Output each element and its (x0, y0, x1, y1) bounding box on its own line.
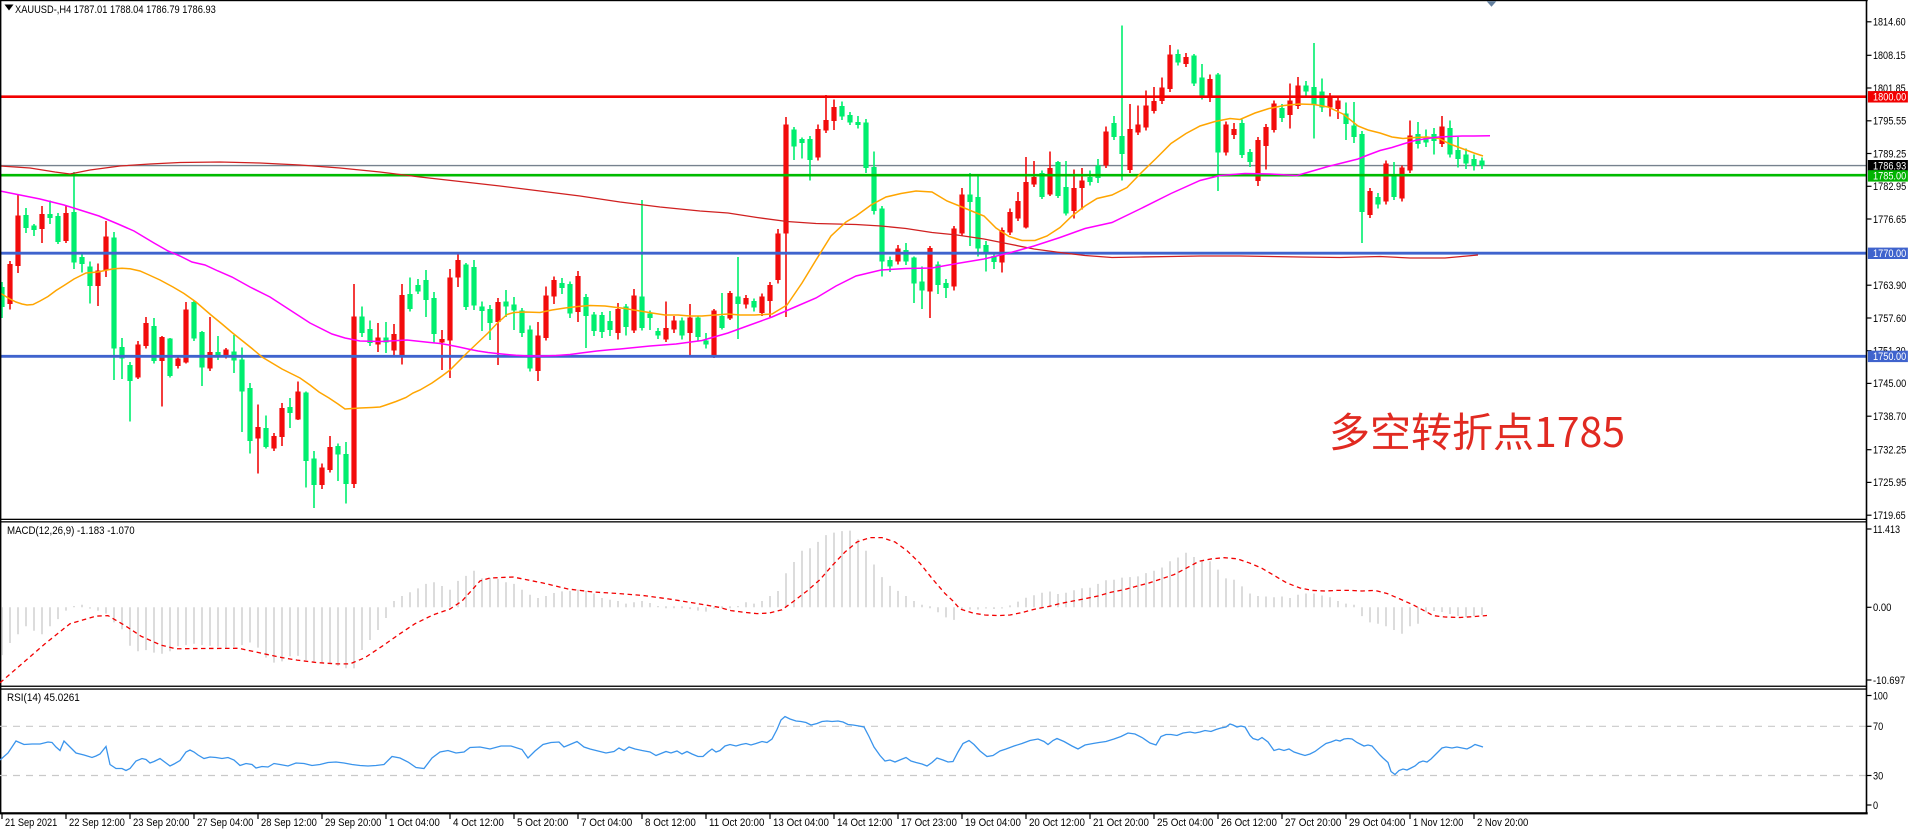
svg-text:1786.93: 1786.93 (1873, 161, 1906, 173)
svg-text:4 Oct 12:00: 4 Oct 12:00 (453, 817, 504, 829)
svg-text:XAUUSD-,H4 1787.01 1788.04 17: XAUUSD-,H4 1787.01 1788.04 1786.79 1786.… (15, 4, 216, 16)
svg-text:14 Oct 12:00: 14 Oct 12:00 (837, 817, 892, 829)
svg-text:1770.00: 1770.00 (1873, 248, 1906, 260)
svg-text:26 Oct 12:00: 26 Oct 12:00 (1221, 817, 1277, 829)
svg-text:8 Oct 12:00: 8 Oct 12:00 (645, 817, 696, 829)
svg-text:1 Oct 04:00: 1 Oct 04:00 (389, 817, 440, 829)
svg-text:1808.15: 1808.15 (1873, 50, 1906, 62)
svg-text:20 Oct 12:00: 20 Oct 12:00 (1029, 817, 1085, 829)
svg-text:17 Oct 23:00: 17 Oct 23:00 (901, 817, 957, 829)
svg-text:MACD(12,26,9) -1.183 -1.070: MACD(12,26,9) -1.183 -1.070 (7, 525, 135, 537)
svg-text:RSI(14) 45.0261: RSI(14) 45.0261 (7, 692, 80, 704)
svg-text:1782.95: 1782.95 (1873, 181, 1906, 193)
svg-text:1738.70: 1738.70 (1873, 411, 1906, 423)
svg-text:1785.00: 1785.00 (1873, 171, 1906, 183)
svg-text:1745.00: 1745.00 (1873, 378, 1906, 390)
svg-text:1719.65: 1719.65 (1873, 510, 1906, 522)
svg-text:1776.65: 1776.65 (1873, 214, 1906, 226)
svg-text:1800.00: 1800.00 (1873, 92, 1906, 104)
svg-text:19 Oct 04:00: 19 Oct 04:00 (965, 817, 1021, 829)
svg-text:1763.90: 1763.90 (1873, 280, 1906, 292)
svg-text:29 Oct 04:00: 29 Oct 04:00 (1349, 817, 1405, 829)
svg-text:1757.60: 1757.60 (1873, 313, 1906, 325)
svg-text:1725.95: 1725.95 (1873, 477, 1906, 489)
svg-text:1789.25: 1789.25 (1873, 148, 1906, 160)
svg-text:21 Sep 2021: 21 Sep 2021 (5, 817, 57, 829)
svg-text:29 Sep 20:00: 29 Sep 20:00 (325, 817, 381, 829)
svg-text:28 Sep 12:00: 28 Sep 12:00 (261, 817, 317, 829)
svg-text:1795.55: 1795.55 (1873, 116, 1906, 128)
svg-text:-10.697: -10.697 (1873, 675, 1905, 687)
svg-text:0.00: 0.00 (1873, 602, 1891, 614)
svg-text:70: 70 (1873, 721, 1883, 733)
svg-text:22 Sep 12:00: 22 Sep 12:00 (69, 817, 125, 829)
svg-text:13 Oct 04:00: 13 Oct 04:00 (773, 817, 829, 829)
svg-text:7 Oct 04:00: 7 Oct 04:00 (581, 817, 632, 829)
svg-text:23 Sep 20:00: 23 Sep 20:00 (133, 817, 189, 829)
svg-text:1 Nov 12:00: 1 Nov 12:00 (1413, 817, 1463, 829)
svg-text:2 Nov 20:00: 2 Nov 20:00 (1477, 817, 1528, 829)
svg-text:1750.00: 1750.00 (1873, 351, 1906, 363)
svg-text:100: 100 (1873, 690, 1888, 702)
svg-text:25 Oct 04:00: 25 Oct 04:00 (1157, 817, 1213, 829)
svg-text:21 Oct 20:00: 21 Oct 20:00 (1093, 817, 1149, 829)
svg-text:11.413: 11.413 (1873, 524, 1900, 536)
svg-text:11 Oct 20:00: 11 Oct 20:00 (709, 817, 764, 829)
svg-text:30: 30 (1873, 770, 1883, 782)
svg-text:1732.25: 1732.25 (1873, 445, 1906, 457)
svg-text:0: 0 (1873, 800, 1878, 812)
svg-text:5 Oct 20:00: 5 Oct 20:00 (517, 817, 568, 829)
svg-text:27 Sep 04:00: 27 Sep 04:00 (197, 817, 253, 829)
svg-text:27 Oct 20:00: 27 Oct 20:00 (1285, 817, 1341, 829)
svg-text:1814.60: 1814.60 (1873, 17, 1906, 29)
